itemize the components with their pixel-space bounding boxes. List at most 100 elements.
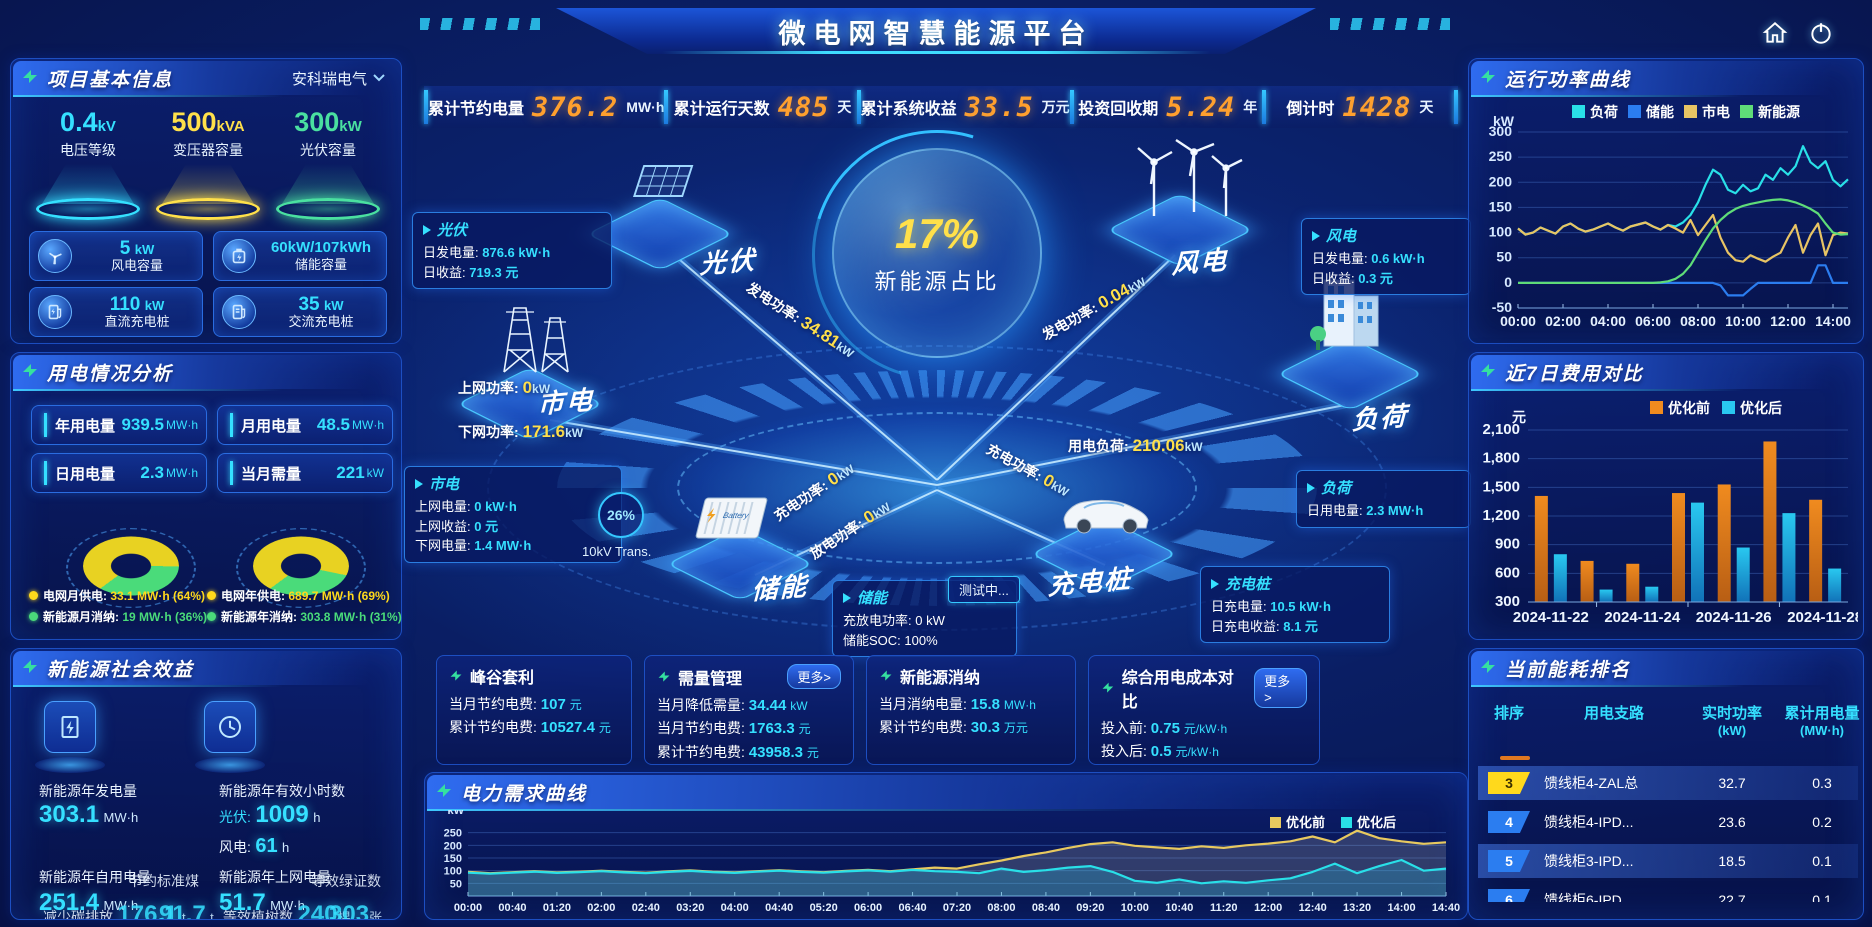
company-dropdown[interactable]: 安科瑞电气 — [292, 68, 385, 89]
co2-reduced: 减少碳排放 176.1 t — [43, 901, 186, 920]
stat-separator — [664, 90, 669, 124]
renewable-percentage: 17% — [894, 210, 980, 257]
demand-chart-legend: 优化前 优化后 — [1270, 812, 1396, 831]
svg-text:06:40: 06:40 — [898, 902, 926, 914]
power-curve-chart: -50 0 50 100 150 200 250 300 kW 00:00 02:00 04:00 06… — [1476, 96, 1858, 338]
svg-text:14:00: 14:00 — [1387, 902, 1415, 914]
realtime-power: 32.7 — [1718, 775, 1746, 791]
branch-name: 馈线柜3-IPD... — [1544, 853, 1634, 869]
cost-panel-header: 近7日费用对比 — [1471, 355, 1861, 391]
svg-text:12:00: 12:00 — [1254, 902, 1282, 914]
company-name: 安科瑞电气 — [291, 70, 367, 88]
power-panel-title: 运行功率曲线 — [1505, 69, 1632, 91]
svg-text:06:00: 06:00 — [854, 902, 882, 914]
legend-dot-icon — [29, 612, 38, 621]
svg-text:08:00: 08:00 — [987, 902, 1015, 914]
hours-pedestal — [193, 701, 267, 773]
info-card-row: 日充电收益: 8.1 元 — [1211, 618, 1318, 634]
power-button[interactable] — [1804, 16, 1838, 50]
stat-separator — [1454, 90, 1458, 124]
panel-corner-icon — [23, 70, 37, 83]
cost-chart-legend: 优化前 优化后 — [1650, 398, 1782, 418]
capacity-pedestal: 0.4kV 电压等级 — [29, 107, 147, 220]
ranking-panel-title: 当前能耗排名 — [1505, 659, 1632, 681]
card-arrow-icon — [1312, 230, 1320, 241]
svg-text:1,500: 1,500 — [1482, 478, 1520, 495]
svg-text:kW: kW — [1493, 113, 1515, 129]
legend-swatch-icon — [1572, 105, 1585, 118]
project-panel-header: 项目基本信息 安科瑞电气 — [13, 61, 399, 97]
cost-compare-chart: 300 600 900 1,200 1,500 1,800 2,100 元 2024-11-22… — [1476, 392, 1863, 634]
usage-panel-header: 用电情况分析 — [13, 355, 399, 391]
svg-text:900: 900 — [1495, 536, 1520, 553]
legend-item: 优化后 — [1341, 812, 1396, 831]
transformer-load-badge: 26% — [598, 492, 644, 538]
page-title: 微电网智慧能源平台 — [778, 18, 1094, 49]
summary-card-row: 当月降低需量: 34.44 kW — [657, 697, 808, 714]
wind-turbine-icon — [49, 252, 62, 265]
stat-separator — [1069, 90, 1074, 124]
chevron-down-icon — [373, 74, 385, 82]
svg-text:100: 100 — [444, 866, 462, 878]
svg-text:2024-11-26: 2024-11-26 — [1696, 609, 1772, 626]
renewable-percentage-label: 新能源占比 — [874, 269, 1000, 294]
svg-text:2,100: 2,100 — [1482, 421, 1520, 438]
legend-item: 新能源 — [1740, 102, 1800, 122]
svg-text:09:20: 09:20 — [1076, 902, 1104, 914]
svg-text:200: 200 — [444, 840, 462, 852]
svg-text:300: 300 — [1489, 123, 1513, 139]
kpi-stat: 累计运行天数 485 天 — [673, 91, 852, 123]
header-decoration-right — [1330, 18, 1450, 30]
legend-swatch-icon — [1628, 105, 1641, 118]
offgrid-power-flow: 下网功率: 171.6kW — [458, 422, 584, 441]
svg-text:50: 50 — [450, 878, 462, 890]
month-donut-legend: 电网月供电: 33.1 MW·h (64%) 新能源月消纳: 19 MW·h (… — [29, 587, 207, 629]
svg-text:12:00: 12:00 — [1770, 313, 1806, 329]
storage-info-card: 储能 充放电功率: 0 kW 储能SOC: 100% — [832, 580, 1017, 657]
capacity-pedestal: 500kVA 变压器容量 — [149, 107, 267, 220]
summary-card-row: 累计节约电费: 30.3 万元 — [879, 719, 1028, 737]
legend-dot-icon — [207, 591, 216, 600]
cost-compare-panel: 近7日费用对比 — [1468, 352, 1864, 640]
demand-curve-chart: 50 100 150 200 250 kW 00:00 00:40 01:20 02:00 02:4… — [430, 805, 1462, 918]
power-icon — [1811, 23, 1831, 44]
ranking-scroll-indicator[interactable] — [1500, 756, 1530, 760]
kpi-stat: 倒计时 1428 天 — [1286, 91, 1434, 123]
center-sphere: 17% 新能源占比 — [832, 148, 1042, 358]
panel-corner-icon — [1481, 70, 1495, 83]
card-corner-icon — [880, 670, 892, 681]
legend-swatch-icon — [1270, 817, 1281, 828]
legend-swatch-icon — [1722, 401, 1735, 414]
svg-text:12:40: 12:40 — [1299, 902, 1327, 914]
table-row[interactable]: 6 馈线柜6-IPD 22.7 0.1 — [1478, 883, 1858, 902]
svg-text:14:00: 14:00 — [1815, 313, 1851, 329]
annual-ongrid-label: 新能源年上网电量 — [219, 869, 331, 885]
svg-text:10:00: 10:00 — [1725, 313, 1761, 329]
more-button[interactable]: 更多> — [1254, 668, 1308, 708]
info-card-row: 上网收益: 0 元 — [415, 518, 499, 534]
svg-text:-50: -50 — [1492, 299, 1512, 315]
table-row[interactable]: 4 馈线柜4-IPD... 23.6 0.2 — [1478, 805, 1858, 839]
home-button[interactable] — [1758, 16, 1792, 50]
usage-metric: 月用电量 48.5 MW·h — [217, 405, 393, 445]
svg-text:02:00: 02:00 — [1545, 313, 1581, 329]
realtime-power: 18.5 — [1718, 853, 1746, 869]
table-row[interactable]: 5 馈线柜3-IPD... 18.5 0.1 — [1478, 844, 1858, 878]
pv-node-label: 光伏 — [699, 244, 757, 280]
info-card-row: 储能SOC: 100% — [843, 632, 938, 648]
info-card-row: 日用电量: 2.3 MW·h — [1307, 503, 1424, 518]
info-card-row: 充放电功率: 0 kW — [843, 613, 945, 628]
table-row[interactable]: 3 馈线柜4-ZAL总 32.7 0.3 — [1478, 766, 1858, 800]
home-icon — [1762, 21, 1788, 43]
annual-self-use-value: 251.4 MW·h — [39, 889, 139, 916]
ranking-table-header: 排序 用电支路 实时功率 (kW) 累计用电量 (MW·h) — [1478, 702, 1860, 738]
total-energy: 0.1 — [1812, 892, 1832, 902]
more-button[interactable]: 更多> — [787, 664, 841, 689]
summary-card-row: 累计节约电费: 43958.3 元 — [657, 743, 819, 761]
coal-saved-label: 节约标准煤 — [129, 873, 199, 889]
svg-text:13:20: 13:20 — [1343, 902, 1371, 914]
ranking-panel-header: 当前能耗排名 — [1471, 651, 1861, 687]
grid-info-card: 市电 上网电量: 0 kW·h 上网收益: 0 元下网电量: 1.4 MW·h — [404, 466, 622, 563]
info-card-row: 日发电量: 876.6 kW·h — [423, 245, 551, 260]
testing-badge: 测试中... — [948, 576, 1020, 603]
